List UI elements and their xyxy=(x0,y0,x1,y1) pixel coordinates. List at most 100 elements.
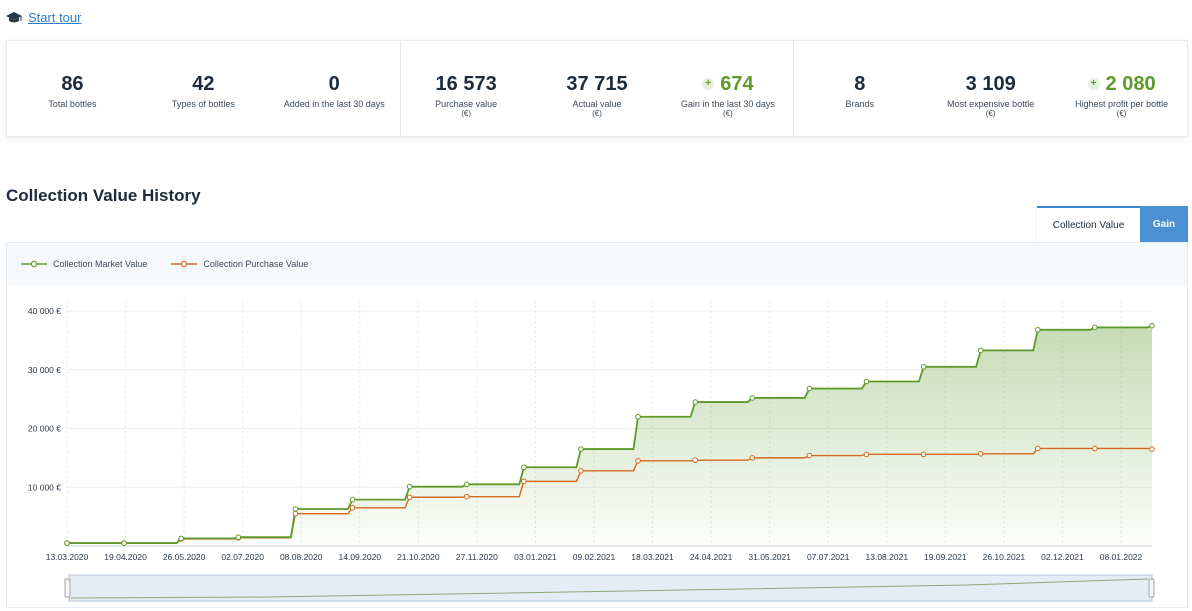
data-point-purchase xyxy=(292,510,299,517)
collection-value-chart[interactable]: 10 000 € 20 000 € 30 000 € 40 000 € 13.03.20… xyxy=(7,243,1187,607)
legend-item-market[interactable]: Collection Market Value xyxy=(21,259,147,269)
stat-value: +2 080 xyxy=(1056,72,1187,96)
x-tick-label: 14.09.2020 xyxy=(339,552,382,562)
data-point-market xyxy=(463,481,470,488)
x-tick-label: 27.11.2020 xyxy=(456,552,498,562)
stat-label: Gain in the last 30 days xyxy=(680,99,775,109)
start-tour-link[interactable]: Start tour xyxy=(28,10,82,25)
y-tick-label: 10 000 € xyxy=(28,482,61,492)
x-tick-label: 08.01.2022 xyxy=(1100,552,1143,562)
stat-value: 37 715 xyxy=(532,72,663,96)
navigator-line xyxy=(70,578,1149,599)
stat-value-text: 3 109 xyxy=(965,73,1016,95)
stat-label: Brands xyxy=(845,99,875,109)
x-tick-label: 07.07.2021 xyxy=(807,552,850,562)
data-point-market xyxy=(64,540,70,546)
stat-label: Most expensive bottle xyxy=(947,99,1035,109)
x-tick-label: 26.05.2020 xyxy=(163,552,206,562)
legend-item-purchase[interactable]: Collection Purchase Value xyxy=(171,259,308,269)
stat-item: 3 109 Most expensive bottle (€) xyxy=(925,41,1056,136)
stat-value-text: 42 xyxy=(192,73,215,95)
data-point-market xyxy=(578,446,584,452)
market-area xyxy=(67,325,1152,546)
chart-mode-toggle: Collection Value Gain xyxy=(1037,206,1188,242)
stat-value: 0 xyxy=(269,72,400,96)
data-point-purchase xyxy=(806,452,813,459)
data-point-market xyxy=(521,464,527,471)
stat-unit: (€) xyxy=(1116,109,1127,118)
series-line-market xyxy=(67,324,1153,544)
stats-panel: 86 Total bottles 42 Types of bottles 0 Added … xyxy=(6,40,1188,137)
x-tick-label: 13.08.2021 xyxy=(866,552,909,562)
stat-label: Highest profit per bottle xyxy=(1075,99,1169,109)
legend-swatch-purchase xyxy=(171,260,198,268)
data-point-purchase xyxy=(463,493,470,500)
y-tick-label: 40 000 € xyxy=(28,306,61,316)
stat-label: Added in the last 30 days xyxy=(283,99,385,109)
stat-unit: (€) xyxy=(592,109,602,118)
x-tick-label: 03.01.2021 xyxy=(514,552,557,562)
collection-value-tab[interactable]: Collection Value xyxy=(1037,206,1140,242)
gain-tab[interactable]: Gain xyxy=(1140,206,1188,242)
data-point-purchase xyxy=(1149,446,1155,452)
x-tick-label: 31.05.2021 xyxy=(748,552,791,562)
stat-label: Types of bottles xyxy=(171,99,235,109)
x-tick-label: 19.09.2021 xyxy=(924,552,967,562)
data-point-purchase xyxy=(749,455,756,461)
stat-value-text: 16 573 xyxy=(435,73,497,95)
data-point-market xyxy=(235,534,242,540)
data-point-purchase xyxy=(349,505,356,511)
stats-group: 86 Total bottles 42 Types of bottles 0 Added … xyxy=(7,41,401,136)
data-point-market xyxy=(863,378,870,385)
data-point-market xyxy=(292,506,299,512)
legend-label-purchase: Collection Purchase Value xyxy=(203,259,309,269)
x-tick-label: 24.04.2021 xyxy=(690,552,733,562)
data-point-purchase xyxy=(1092,445,1098,452)
stat-value: 8 xyxy=(794,72,925,96)
data-point-market xyxy=(977,347,984,354)
navigator-handle-right[interactable] xyxy=(1148,578,1155,598)
stat-item: 8 Brands xyxy=(794,41,925,136)
data-point-purchase xyxy=(1034,445,1041,452)
start-tour[interactable]: Start tour xyxy=(6,10,81,25)
data-point-purchase xyxy=(578,468,584,474)
navigator-handle-left[interactable] xyxy=(64,578,71,598)
data-point-market xyxy=(349,496,356,503)
stat-unit: (€) xyxy=(985,109,996,118)
graduation-cap-icon xyxy=(6,11,22,25)
x-tick-label: 18.03.2021 xyxy=(631,552,674,562)
stat-value: 3 109 xyxy=(925,72,1056,96)
x-tick-label: 19.04.2020 xyxy=(104,552,147,562)
stat-value: 86 xyxy=(7,72,138,96)
data-point-market xyxy=(692,399,698,405)
data-point-market xyxy=(806,385,813,392)
data-point-purchase xyxy=(863,451,870,458)
y-tick-label: 20 000 € xyxy=(28,424,61,434)
x-tick-label: 08.08.2020 xyxy=(280,552,323,562)
stats-group: 8 Brands 3 109 Most expensive bottle (€) +2 0… xyxy=(794,41,1187,136)
stats-group: 16 573 Purchase value (€) 37 715 Actual valu… xyxy=(401,41,795,136)
stat-value-text: 2 080 xyxy=(1105,73,1156,95)
stat-value-text: 37 715 xyxy=(566,73,628,95)
data-point-market xyxy=(920,364,927,370)
stat-item: 42 Types of bottles xyxy=(138,41,269,136)
stat-label: Purchase value xyxy=(435,99,498,109)
data-point-market xyxy=(1092,324,1098,331)
legend-label-market: Collection Market Value xyxy=(53,259,148,269)
stat-item: +2 080 Highest profit per bottle (€) xyxy=(1056,41,1187,136)
stat-value: +674 xyxy=(662,72,793,96)
plus-icon: + xyxy=(702,78,715,90)
stat-item: 0 Added in the last 30 days xyxy=(269,41,400,136)
section-title: Collection Value History xyxy=(6,186,201,205)
plus-icon: + xyxy=(1087,78,1100,90)
stat-item: 16 573 Purchase value (€) xyxy=(401,41,532,136)
stat-value: 42 xyxy=(138,72,269,96)
x-tick-label: 09.02.2021 xyxy=(573,552,616,562)
stat-unit: (€) xyxy=(461,109,471,118)
data-point-market xyxy=(1034,327,1041,333)
data-point-purchase xyxy=(406,494,413,501)
y-tick-label: 30 000 € xyxy=(28,365,61,375)
data-point-purchase xyxy=(692,457,698,464)
stat-label: Total bottles xyxy=(48,99,97,109)
data-point-purchase xyxy=(635,458,641,464)
